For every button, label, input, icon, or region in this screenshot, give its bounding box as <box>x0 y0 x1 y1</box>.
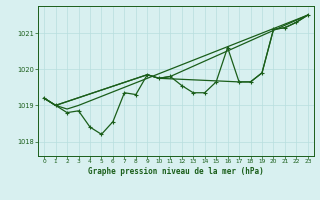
X-axis label: Graphe pression niveau de la mer (hPa): Graphe pression niveau de la mer (hPa) <box>88 167 264 176</box>
